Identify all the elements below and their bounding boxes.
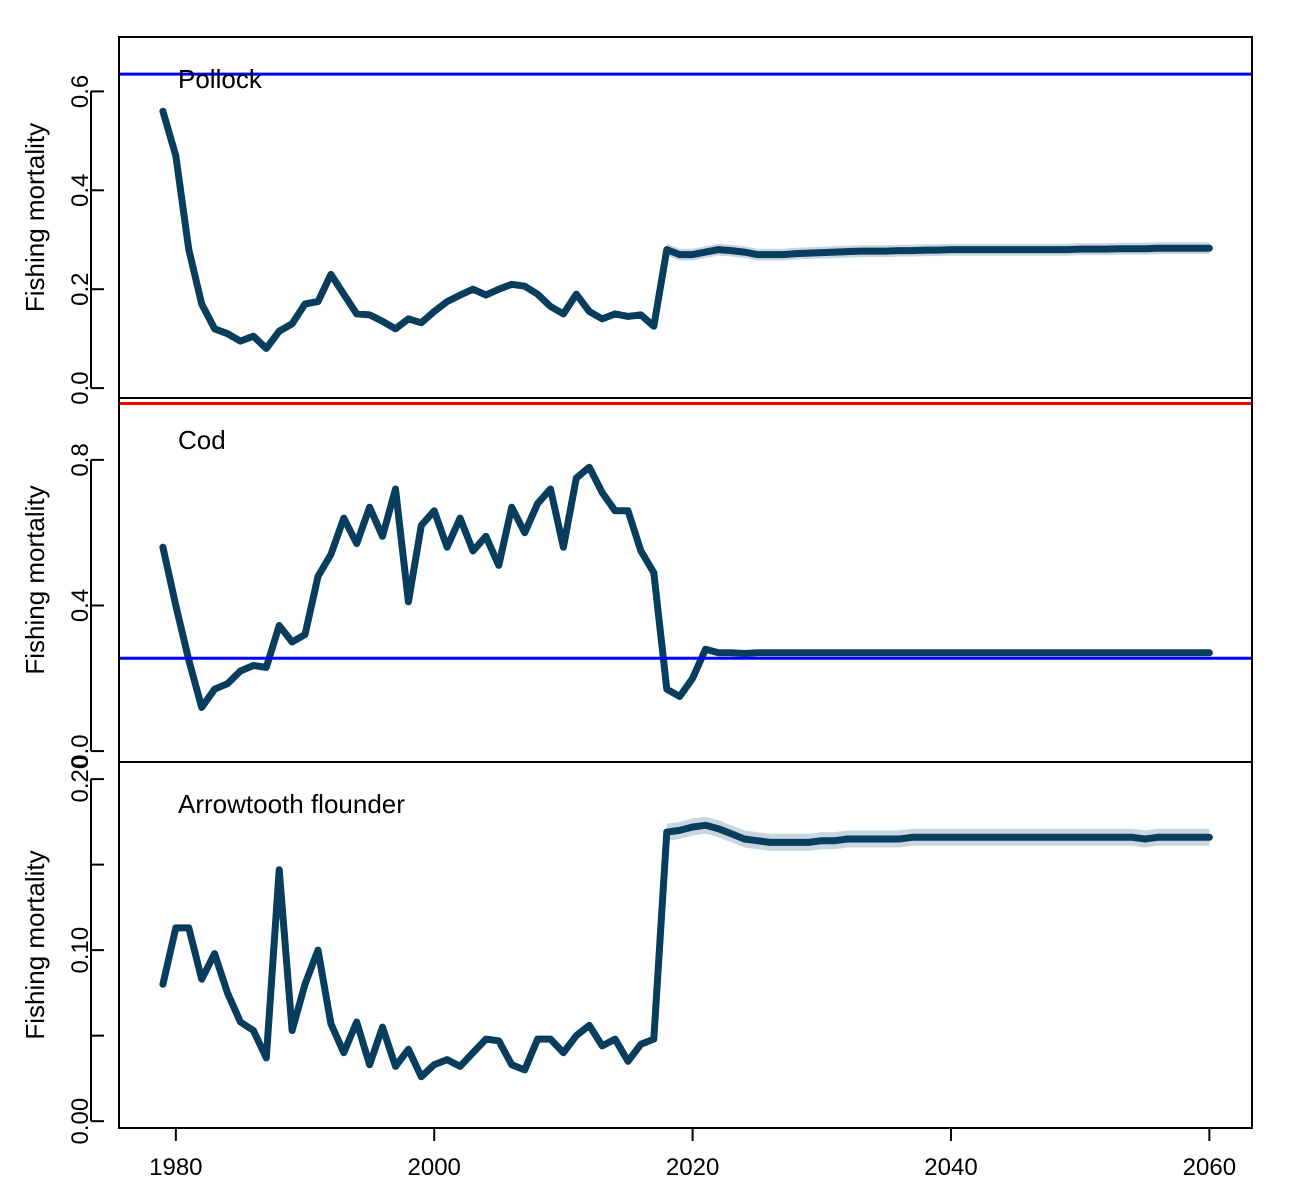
panel-title: Pollock xyxy=(178,64,263,94)
y-axis-label: Fishing mortality xyxy=(20,485,50,674)
panel-frame xyxy=(118,397,1253,763)
x-tick-label: 2020 xyxy=(666,1154,719,1181)
y-axis-label: Fishing mortality xyxy=(20,123,50,312)
y-tick-label: 0.6 xyxy=(67,75,94,108)
fishing-mortality-series-line xyxy=(159,821,1213,1081)
y-axis-label: Fishing mortality xyxy=(20,850,50,1039)
y-tick-label: 0.00 xyxy=(67,1098,94,1145)
y-tick-label: 0.20 xyxy=(67,756,94,803)
x-tick-label: 2060 xyxy=(1183,1154,1236,1181)
y-tick-label: 0.8 xyxy=(67,443,94,476)
y-tick-label: 0.0 xyxy=(67,734,94,767)
fishing-mortality-series-line xyxy=(159,463,1213,711)
x-tick-label: 2040 xyxy=(924,1154,977,1181)
x-tick-label: 2000 xyxy=(408,1154,461,1181)
y-tick-label: 0.4 xyxy=(67,589,94,622)
fishing-mortality-series-line xyxy=(159,107,1213,352)
panel-title: Cod xyxy=(178,425,226,455)
y-tick-label: 0.0 xyxy=(67,371,94,404)
x-tick-label: 1980 xyxy=(149,1154,202,1181)
y-tick-label: 0.4 xyxy=(67,174,94,207)
y-tick-label: 0.2 xyxy=(67,273,94,306)
panel-frame xyxy=(118,36,1253,399)
y-tick-label: 0.10 xyxy=(67,927,94,974)
panel-title: Arrowtooth flounder xyxy=(178,789,405,819)
